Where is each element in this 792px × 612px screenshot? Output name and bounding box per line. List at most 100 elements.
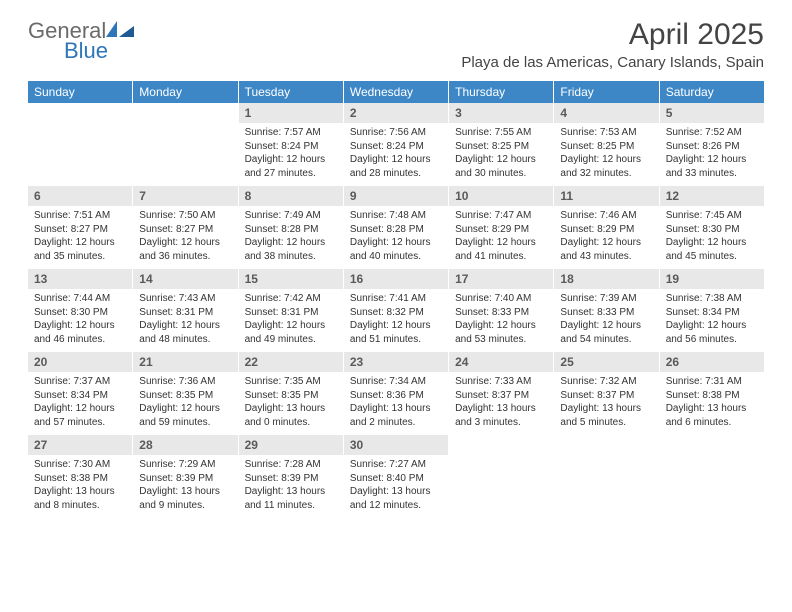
sunrise-text: Sunrise: 7:28 AM: [245, 458, 337, 472]
sunrise-text: Sunrise: 7:37 AM: [34, 375, 126, 389]
day-cell: 14Sunrise: 7:43 AMSunset: 8:31 PMDayligh…: [133, 269, 238, 352]
day-cell: 11 Sunrise: 7:46 AMSunset: 8:29 PMDayligh…: [554, 186, 659, 269]
daylight-text: Daylight: 12 hours and 56 minutes.: [666, 319, 758, 346]
sunrise-text: Sunrise: 7:27 AM: [350, 458, 442, 472]
sunset-text: Sunset: 8:28 PM: [245, 223, 337, 237]
day-number: 8: [239, 186, 343, 206]
daylight-text: Daylight: 12 hours and 43 minutes.: [560, 236, 652, 263]
day-body: Sunrise: 7:33 AMSunset: 8:37 PMDaylight:…: [449, 372, 553, 435]
daylight-text: Daylight: 12 hours and 46 minutes.: [34, 319, 126, 346]
day-cell: 6Sunrise: 7:51 AMSunset: 8:27 PMDaylight…: [28, 186, 133, 269]
day-number: 13: [28, 269, 132, 289]
day-body: Sunrise: 7:50 AMSunset: 8:27 PMDaylight:…: [133, 206, 237, 269]
sunrise-text: Sunrise: 7:53 AM: [560, 126, 652, 140]
daylight-text: Daylight: 12 hours and 28 minutes.: [350, 153, 442, 180]
day-number: 28: [133, 435, 237, 455]
sunrise-text: Sunrise: 7:57 AM: [245, 126, 337, 140]
day-number: 18: [554, 269, 658, 289]
day-body: Sunrise: 7:39 AMSunset: 8:33 PMDaylight:…: [554, 289, 658, 352]
daylight-text: Daylight: 12 hours and 45 minutes.: [666, 236, 758, 263]
sunset-text: Sunset: 8:36 PM: [350, 389, 442, 403]
sunset-text: Sunset: 8:28 PM: [350, 223, 442, 237]
weekday-header: Sunday: [28, 81, 133, 103]
day-body: Sunrise: 7:45 AMSunset: 8:30 PMDaylight:…: [660, 206, 764, 269]
daylight-text: Daylight: 13 hours and 9 minutes.: [139, 485, 231, 512]
day-body: Sunrise: 7:56 AMSunset: 8:24 PMDaylight:…: [344, 123, 448, 186]
day-body: Sunrise: 7:53 AMSunset: 8:25 PMDaylight:…: [554, 123, 658, 186]
day-number: 15: [239, 269, 343, 289]
sunset-text: Sunset: 8:37 PM: [455, 389, 547, 403]
day-number: 29: [239, 435, 343, 455]
sunset-text: Sunset: 8:32 PM: [350, 306, 442, 320]
daylight-text: Daylight: 12 hours and 48 minutes.: [139, 319, 231, 346]
sunrise-text: Sunrise: 7:38 AM: [666, 292, 758, 306]
sunset-text: Sunset: 8:35 PM: [139, 389, 231, 403]
day-number: 19: [660, 269, 764, 289]
daylight-text: Daylight: 13 hours and 3 minutes.: [455, 402, 547, 429]
sunset-text: Sunset: 8:24 PM: [350, 140, 442, 154]
day-cell: 26Sunrise: 7:31 AMSunset: 8:38 PMDayligh…: [660, 352, 764, 435]
weekday-header: Friday: [554, 81, 659, 103]
day-number: 22: [239, 352, 343, 372]
day-cell: 23Sunrise: 7:34 AMSunset: 8:36 PMDayligh…: [344, 352, 449, 435]
sunset-text: Sunset: 8:39 PM: [245, 472, 337, 486]
empty-day: [554, 435, 659, 518]
empty-day: [133, 103, 238, 186]
week-row: 13Sunrise: 7:44 AMSunset: 8:30 PMDayligh…: [28, 269, 764, 352]
sunrise-text: Sunrise: 7:36 AM: [139, 375, 231, 389]
sunrise-text: Sunrise: 7:30 AM: [34, 458, 126, 472]
day-cell: 30Sunrise: 7:27 AMSunset: 8:40 PMDayligh…: [344, 435, 449, 518]
sunrise-text: Sunrise: 7:31 AM: [666, 375, 758, 389]
day-number: 14: [133, 269, 237, 289]
day-body: Sunrise: 7:37 AMSunset: 8:34 PMDaylight:…: [28, 372, 132, 435]
daylight-text: Daylight: 13 hours and 8 minutes.: [34, 485, 126, 512]
location-subtitle: Playa de las Americas, Canary Islands, S…: [461, 54, 764, 71]
daylight-text: Daylight: 12 hours and 51 minutes.: [350, 319, 442, 346]
sunset-text: Sunset: 8:38 PM: [34, 472, 126, 486]
day-number: 11: [554, 186, 658, 206]
sunrise-text: Sunrise: 7:46 AM: [560, 209, 652, 223]
day-number: 16: [344, 269, 448, 289]
daylight-text: Daylight: 12 hours and 53 minutes.: [455, 319, 547, 346]
day-cell: 19Sunrise: 7:38 AMSunset: 8:34 PMDayligh…: [660, 269, 764, 352]
sunset-text: Sunset: 8:25 PM: [455, 140, 547, 154]
day-cell: 16Sunrise: 7:41 AMSunset: 8:32 PMDayligh…: [344, 269, 449, 352]
day-number: 4: [554, 103, 658, 123]
day-number: 10: [449, 186, 553, 206]
day-cell: 8Sunrise: 7:49 AMSunset: 8:28 PMDaylight…: [239, 186, 344, 269]
day-cell: 28Sunrise: 7:29 AMSunset: 8:39 PMDayligh…: [133, 435, 238, 518]
day-body: Sunrise: 7:55 AMSunset: 8:25 PMDaylight:…: [449, 123, 553, 186]
day-body: Sunrise: 7:49 AMSunset: 8:28 PMDaylight:…: [239, 206, 343, 269]
sunset-text: Sunset: 8:38 PM: [666, 389, 758, 403]
day-number: 12: [660, 186, 764, 206]
sunset-text: Sunset: 8:30 PM: [666, 223, 758, 237]
day-number: 26: [660, 352, 764, 372]
day-body: Sunrise: 7:40 AMSunset: 8:33 PMDaylight:…: [449, 289, 553, 352]
calendar: SundayMondayTuesdayWednesdayThursdayFrid…: [28, 81, 764, 518]
week-row: 1Sunrise: 7:57 AMSunset: 8:24 PMDaylight…: [28, 103, 764, 186]
sunset-text: Sunset: 8:40 PM: [350, 472, 442, 486]
day-cell: 22Sunrise: 7:35 AMSunset: 8:35 PMDayligh…: [239, 352, 344, 435]
daylight-text: Daylight: 12 hours and 27 minutes.: [245, 153, 337, 180]
daylight-text: Daylight: 12 hours and 59 minutes.: [139, 402, 231, 429]
day-body: Sunrise: 7:52 AMSunset: 8:26 PMDaylight:…: [660, 123, 764, 186]
day-cell: 21Sunrise: 7:36 AMSunset: 8:35 PMDayligh…: [133, 352, 238, 435]
day-number: 3: [449, 103, 553, 123]
day-body: Sunrise: 7:35 AMSunset: 8:35 PMDaylight:…: [239, 372, 343, 435]
day-cell: 27Sunrise: 7:30 AMSunset: 8:38 PMDayligh…: [28, 435, 133, 518]
sunrise-text: Sunrise: 7:44 AM: [34, 292, 126, 306]
daylight-text: Daylight: 13 hours and 2 minutes.: [350, 402, 442, 429]
page-title: April 2025: [461, 18, 764, 52]
sunrise-text: Sunrise: 7:48 AM: [350, 209, 442, 223]
daylight-text: Daylight: 12 hours and 38 minutes.: [245, 236, 337, 263]
day-cell: 15Sunrise: 7:42 AMSunset: 8:31 PMDayligh…: [239, 269, 344, 352]
day-number: 30: [344, 435, 448, 455]
sunset-text: Sunset: 8:27 PM: [139, 223, 231, 237]
daylight-text: Daylight: 12 hours and 57 minutes.: [34, 402, 126, 429]
daylight-text: Daylight: 13 hours and 0 minutes.: [245, 402, 337, 429]
sunset-text: Sunset: 8:29 PM: [560, 223, 652, 237]
weekday-header: Saturday: [660, 81, 764, 103]
daylight-text: Daylight: 12 hours and 33 minutes.: [666, 153, 758, 180]
day-body: Sunrise: 7:30 AMSunset: 8:38 PMDaylight:…: [28, 455, 132, 518]
daylight-text: Daylight: 12 hours and 35 minutes.: [34, 236, 126, 263]
